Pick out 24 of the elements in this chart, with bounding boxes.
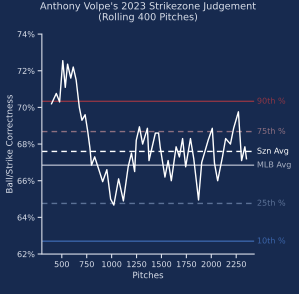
x-tick-label: 2000: [202, 261, 222, 268]
y-tick-label: 72%: [18, 68, 34, 74]
x-tick-label: 1000: [102, 261, 122, 268]
y-tick-label: 70%: [18, 104, 34, 111]
ref-line-label: 75th %: [258, 128, 286, 134]
x-tick-label: 1750: [177, 261, 196, 268]
y-tick-label: 68%: [18, 141, 34, 148]
x-tick-label: 2250: [226, 261, 246, 268]
x-tick-label: 1500: [152, 261, 172, 268]
ref-line-label: MLB Avg: [258, 161, 291, 170]
y-tick-label: 62%: [18, 251, 34, 258]
ref-line-label: Szn Avg: [257, 148, 288, 156]
y-tick-label: 64%: [18, 214, 34, 221]
ref-line-label: 90th %: [257, 97, 286, 104]
ref-line-label: 10th %: [258, 237, 286, 244]
x-tick-label: 750: [80, 261, 94, 268]
x-tick-label: 500: [54, 261, 69, 268]
y-axis-title: Ball/Strike Correctness: [6, 94, 14, 193]
x-axis-title: Pitches: [133, 272, 164, 278]
ref-line-label: 25th %: [258, 200, 286, 206]
y-tick-label: 74%: [18, 31, 34, 38]
chart-title: Anthony Volpe's 2023 Strikezone Judgement (Rolling 400 Pitches): [40, 2, 256, 22]
y-tick-label: 66%: [18, 178, 34, 184]
x-tick-label: 1250: [127, 261, 146, 268]
